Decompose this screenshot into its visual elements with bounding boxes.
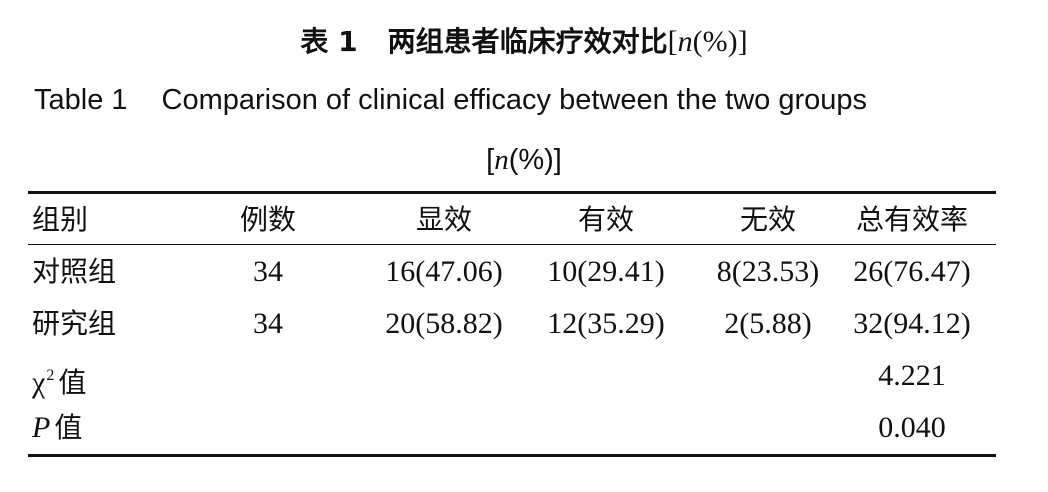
row-total-efficacy: 32(94.12)	[853, 307, 971, 340]
table-header-rule	[28, 244, 996, 245]
table-row: 对照组 34 16(47.06) 10(29.41) 8(23.53) 26(7…	[28, 246, 996, 298]
caption-en-bracket-close: (%)]	[508, 144, 562, 176]
row-ineffective: 2(5.88)	[724, 307, 812, 340]
table-bottom-rule	[28, 454, 996, 457]
caption-cn-bracket-close: (%)]	[692, 25, 748, 58]
table-header-row: 组别 例数 显效 有效 无效 总有效率	[28, 194, 996, 246]
p-symbol: P	[32, 411, 51, 444]
table-stat-row-chi-square: χ2 值 4.221	[28, 350, 996, 402]
row-effective: 12(35.29)	[547, 307, 665, 340]
caption-en-bracket-open: [	[486, 144, 495, 176]
row-marked-effect: 16(47.06)	[385, 255, 503, 288]
header-marked-effect: 显效	[415, 203, 472, 236]
caption-cn-n: n	[677, 25, 693, 58]
table-row: 研究组 34 20(58.82) 12(35.29) 2(5.88) 32(94…	[28, 298, 996, 350]
header-effective: 有效	[577, 203, 634, 236]
table-caption-english-unit: [n(%)]	[0, 138, 1048, 182]
caption-cn-bracket-open: [	[667, 25, 678, 58]
row-group-name: 研究组	[32, 307, 117, 340]
p-value-label: 值	[54, 411, 83, 444]
caption-cn-number: 表 1	[300, 25, 358, 58]
row-cases: 34	[253, 255, 283, 288]
chi-square-value: 4.221	[878, 359, 946, 392]
row-total-efficacy: 26(76.47)	[853, 255, 971, 288]
chi-symbol: χ	[32, 366, 46, 399]
row-ineffective: 8(23.53)	[716, 255, 820, 288]
header-total-efficacy: 总有效率	[855, 203, 968, 236]
header-group: 组别	[32, 203, 89, 236]
row-effective: 10(29.41)	[547, 255, 665, 288]
row-cases: 34	[253, 307, 283, 340]
stat-label-chi-square: χ2 值	[32, 350, 202, 402]
header-cases: 例数	[239, 203, 296, 236]
row-group-name: 对照组	[32, 255, 117, 288]
row-marked-effect: 20(58.82)	[385, 307, 503, 340]
table-caption-english: Table 1 Comparison of clinical efficacy b…	[34, 78, 994, 122]
chi-value-label: 值	[58, 366, 87, 399]
caption-cn-title: 两组患者临床疗效对比	[387, 25, 668, 58]
caption-en-title: Comparison of clinical efficacy between …	[161, 84, 868, 116]
header-ineffective: 无效	[739, 203, 796, 236]
table-top-rule	[28, 191, 996, 194]
p-value: 0.040	[878, 411, 946, 444]
caption-en-n: n	[494, 144, 509, 176]
chi-superscript: 2	[46, 367, 55, 384]
caption-en-number: Table 1	[34, 84, 128, 116]
table-caption-chinese: 表 1 两组患者临床疗效对比[n(%)]	[0, 20, 1048, 64]
